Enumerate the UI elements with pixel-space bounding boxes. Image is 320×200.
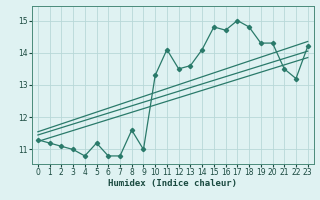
X-axis label: Humidex (Indice chaleur): Humidex (Indice chaleur) [108,179,237,188]
